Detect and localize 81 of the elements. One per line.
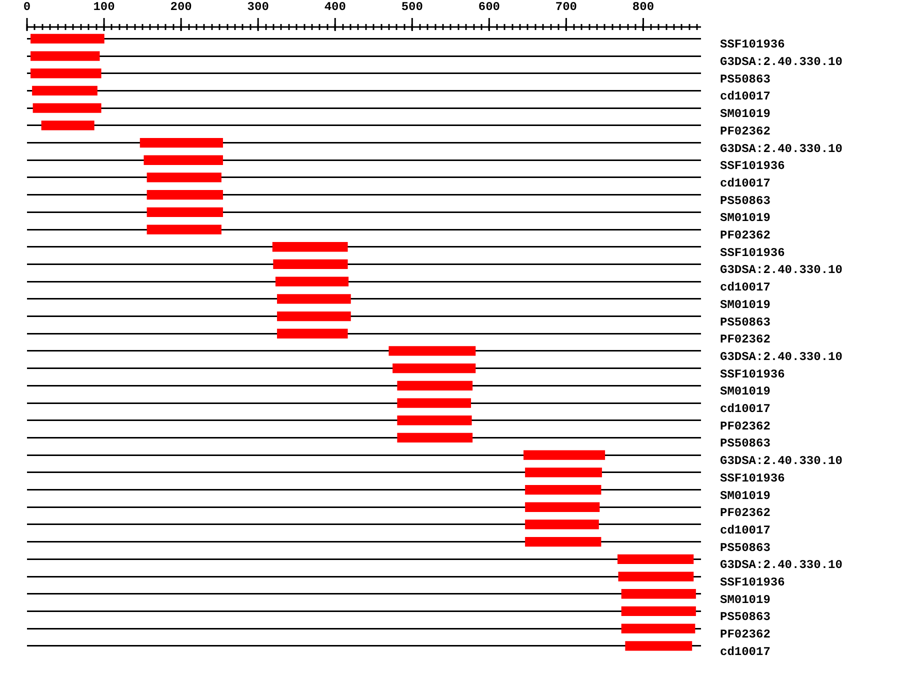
y-tick-label: SM01019 [720,107,770,122]
y-tick-label: cd10017 [720,402,770,416]
x-tick-label: 400 [324,0,346,14]
bar [388,346,476,356]
bar [144,155,223,165]
y-tick-label: G3DSA:2.40.330.10 [720,558,842,572]
y-tick-label: cd10017 [720,644,770,659]
y-tick-label: PF02362 [720,332,770,347]
x-tick-label: 700 [555,0,578,14]
bar [146,190,223,200]
y-tick-label: cd10017 [720,176,770,190]
bar [30,68,102,78]
bar [32,103,102,113]
bar [618,572,694,582]
y-tick-label: SM01019 [720,488,770,503]
y-tick-label: PF02362 [720,228,770,243]
bar [32,86,98,96]
y-tick-label: cd10017 [720,90,770,104]
y-tick-label: SSF101936 [720,246,785,260]
y-tick-label: SSF101936 [720,367,785,382]
x-tick-label: 200 [170,0,192,14]
bar [30,51,100,61]
y-tick-label: G3DSA:2.40.330.10 [720,454,842,468]
y-tick-label: PF02362 [720,124,770,138]
y-tick-label: G3DSA:2.40.330.10 [720,263,842,278]
bar [273,259,348,270]
bar [524,450,606,460]
bar [146,207,223,218]
bar [397,380,473,391]
y-tick-label: cd10017 [720,523,770,538]
bar [525,502,600,512]
bar [525,520,599,530]
y-tick-label: SSF101936 [720,159,785,174]
bar [146,224,222,234]
bar [525,484,602,495]
bar [277,294,351,304]
bar [30,34,104,44]
y-tick-label: SSF101936 [720,38,785,52]
y-tick-label: PS50863 [720,610,770,624]
y-tick-label: PF02362 [720,628,770,642]
y-tick-label: SM01019 [720,211,770,226]
y-tick-label: SM01019 [720,298,770,312]
bar [397,398,472,408]
bar [277,328,348,338]
y-tick-label: SM01019 [720,384,770,399]
y-tick-label: PS50863 [720,315,770,330]
bar [617,554,694,564]
bar [392,363,476,374]
y-tick-label: PF02362 [720,419,770,434]
bar [397,416,472,426]
y-tick-label: PS50863 [720,72,770,86]
bar [146,172,222,182]
bar [140,138,223,148]
x-tick-label: 300 [247,0,269,14]
y-tick-label: G3DSA:2.40.330.10 [720,350,842,364]
y-tick-label: G3DSA:2.40.330.10 [720,55,842,70]
bar [621,589,696,599]
y-tick-label: PS50863 [720,540,770,555]
bar [525,468,602,478]
x-tick-label: 0 [23,0,31,14]
bar [625,641,692,651]
x-tick-label: 500 [401,0,423,14]
bar [621,624,696,634]
bar [397,432,473,443]
x-tick-label: 100 [93,0,115,14]
x-tick-label: 800 [632,0,654,14]
bar [272,242,348,252]
y-tick-label: PF02362 [720,506,770,520]
bar [275,276,349,286]
y-tick-label: SM01019 [720,592,770,607]
y-tick-label: SSF101936 [720,471,785,486]
bar [621,606,696,616]
y-tick-label: G3DSA:2.40.330.10 [720,142,842,156]
y-tick-label: SSF101936 [720,576,785,590]
y-tick-label: PS50863 [720,436,770,451]
bar [41,120,94,130]
x-tick-label: 600 [478,0,500,14]
bar [525,536,602,547]
bar [277,311,351,322]
y-tick-label: cd10017 [720,280,770,295]
y-tick-label: PS50863 [720,194,770,208]
